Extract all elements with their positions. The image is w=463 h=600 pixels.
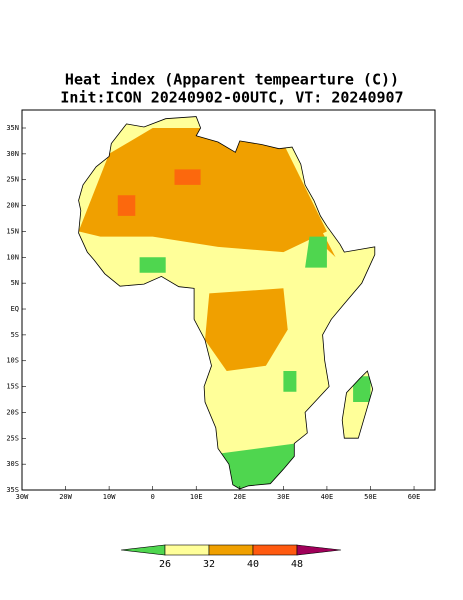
lat-label: 20S <box>6 408 19 416</box>
lon-label: 30E <box>277 493 290 501</box>
field-red <box>117 195 136 216</box>
colorbar-box <box>208 544 254 556</box>
lat-label: 35S <box>6 486 19 494</box>
title: Heat index (Apparent tempearture (C)) <box>65 71 399 89</box>
lon-label: 20E <box>233 493 246 501</box>
lat-label: 20N <box>6 202 19 210</box>
lon-label: 10E <box>190 493 203 501</box>
lon-label: 50E <box>364 493 377 501</box>
field-orange <box>78 128 327 253</box>
lon-label: 20W <box>59 493 72 501</box>
lon-label: 40E <box>321 493 334 501</box>
colorbar-label: 26 <box>159 559 171 570</box>
field-orange <box>205 288 288 371</box>
colorbar-label: 40 <box>247 559 259 570</box>
lat-label: 25N <box>6 176 19 184</box>
lat-label: 10S <box>6 357 19 365</box>
lon-label: 0 <box>151 493 155 501</box>
colorbar-box <box>164 544 210 556</box>
field-green <box>353 376 371 402</box>
field-green <box>139 257 166 273</box>
field-orange <box>313 215 336 258</box>
lat-label: 15S <box>6 383 19 391</box>
field-green <box>283 371 297 392</box>
lat-label: EQ <box>11 305 19 313</box>
colorbar-low <box>120 544 166 556</box>
axes: 35N 30N 25N 20N 15N 10N 5N EQ 5S 10S 15S 20S 25S 30S 3… <box>6 124 420 501</box>
lat-label: 30S <box>6 460 19 468</box>
lon-label: 60E <box>408 493 421 501</box>
colorbar: 26 32 40 48 <box>120 544 342 570</box>
lat-label: 5N <box>11 279 19 287</box>
lat-label: 5S <box>11 331 19 339</box>
lat-label: 30N <box>6 150 19 158</box>
colorbar-box <box>252 544 298 556</box>
lat-label: 10N <box>6 253 19 261</box>
colorbar-label: 32 <box>203 559 215 570</box>
coastline <box>78 116 376 490</box>
colorbar-label: 48 <box>291 559 303 570</box>
field-green <box>305 236 327 268</box>
lon-label: 10W <box>103 493 116 501</box>
field-red <box>174 169 201 185</box>
subtitle: Init:ICON 20240902-00UTC, VT: 20240907 <box>60 89 403 107</box>
lon-label: 30W <box>16 493 29 501</box>
lat-label: 35N <box>6 124 19 132</box>
lat-label: 25S <box>6 434 19 442</box>
colorbar-high <box>296 544 342 556</box>
lat-label: 15N <box>6 227 19 235</box>
